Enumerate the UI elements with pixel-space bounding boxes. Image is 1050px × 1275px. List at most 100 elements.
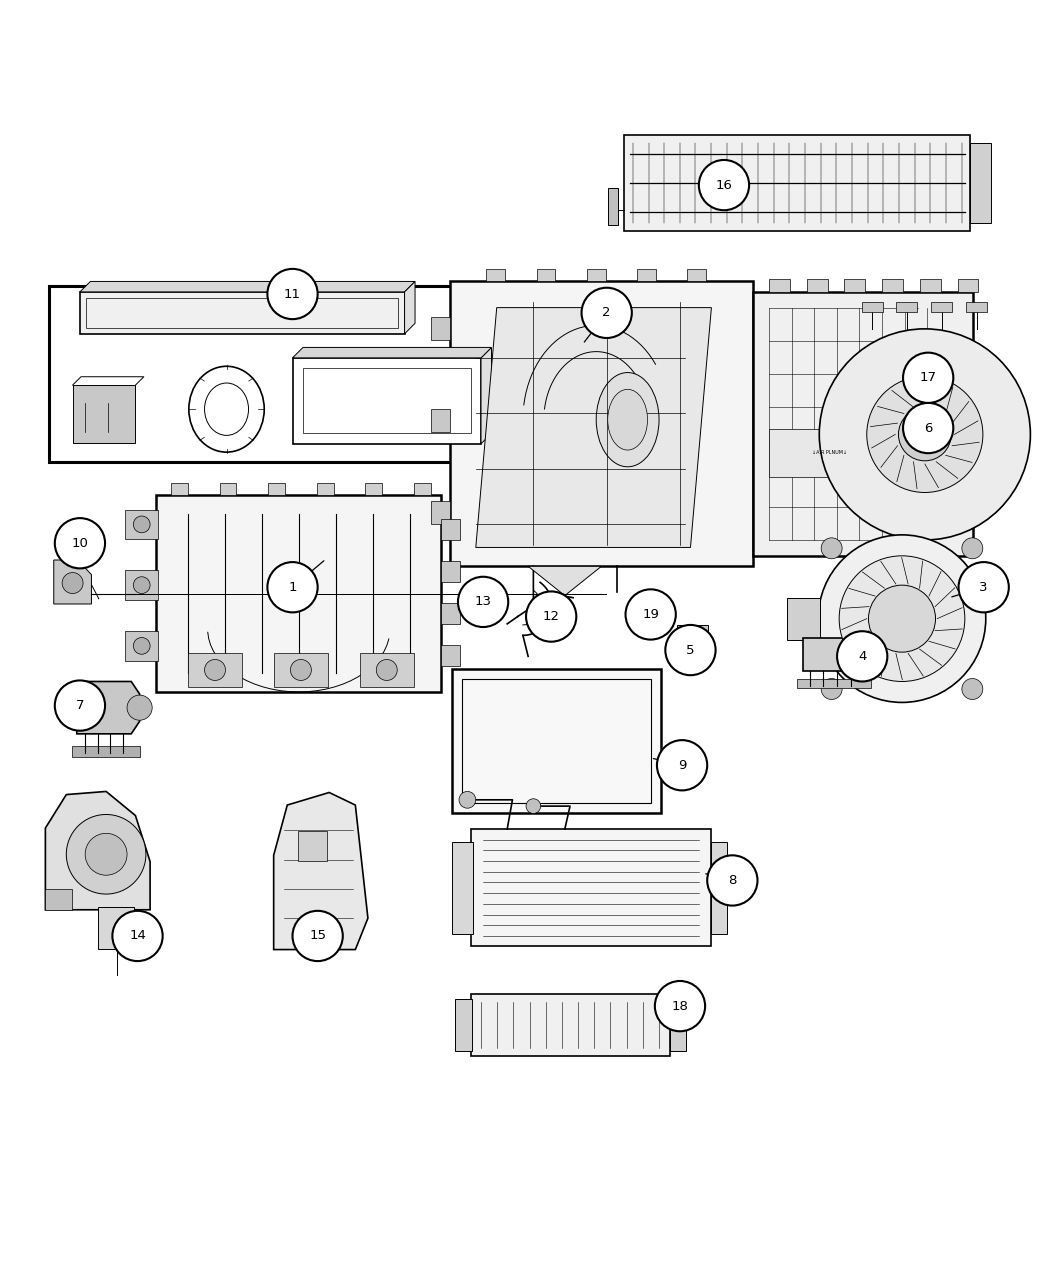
FancyBboxPatch shape [882, 279, 903, 292]
Polygon shape [54, 560, 91, 604]
FancyBboxPatch shape [920, 279, 941, 292]
Text: 2: 2 [603, 306, 611, 319]
FancyBboxPatch shape [483, 598, 502, 612]
Text: 18: 18 [672, 1000, 689, 1012]
Polygon shape [274, 793, 368, 950]
Ellipse shape [205, 382, 249, 435]
FancyBboxPatch shape [970, 143, 991, 223]
FancyBboxPatch shape [486, 269, 505, 282]
Circle shape [655, 980, 706, 1031]
Circle shape [866, 376, 983, 492]
FancyBboxPatch shape [769, 430, 890, 477]
FancyBboxPatch shape [625, 135, 970, 231]
Circle shape [962, 538, 983, 558]
FancyBboxPatch shape [688, 269, 707, 282]
Text: ↓AIR PLNUM↓: ↓AIR PLNUM↓ [812, 450, 847, 455]
Polygon shape [528, 566, 602, 595]
Circle shape [899, 408, 951, 460]
FancyBboxPatch shape [441, 645, 460, 666]
Polygon shape [45, 792, 150, 910]
Text: 13: 13 [475, 595, 491, 608]
Circle shape [205, 659, 226, 681]
Circle shape [376, 659, 397, 681]
FancyBboxPatch shape [48, 286, 504, 462]
FancyBboxPatch shape [441, 519, 460, 541]
Text: 7: 7 [76, 699, 84, 711]
Text: 5: 5 [687, 644, 695, 657]
Circle shape [526, 798, 541, 813]
FancyBboxPatch shape [71, 746, 140, 757]
FancyBboxPatch shape [802, 638, 863, 671]
FancyBboxPatch shape [797, 680, 870, 687]
Circle shape [458, 576, 508, 627]
FancyBboxPatch shape [470, 993, 670, 1057]
FancyBboxPatch shape [414, 482, 430, 495]
FancyBboxPatch shape [125, 510, 159, 539]
FancyBboxPatch shape [298, 831, 328, 861]
FancyBboxPatch shape [670, 998, 687, 1051]
Circle shape [626, 589, 676, 640]
Circle shape [818, 536, 986, 703]
Circle shape [821, 538, 842, 558]
Polygon shape [476, 307, 712, 547]
FancyBboxPatch shape [274, 653, 328, 687]
FancyBboxPatch shape [958, 279, 979, 292]
Circle shape [903, 353, 953, 403]
Text: 15: 15 [309, 929, 327, 942]
FancyBboxPatch shape [268, 482, 285, 495]
FancyBboxPatch shape [587, 269, 606, 282]
Circle shape [699, 159, 749, 210]
FancyBboxPatch shape [455, 998, 471, 1051]
FancyBboxPatch shape [769, 279, 790, 292]
Circle shape [112, 910, 163, 961]
Circle shape [85, 834, 127, 875]
FancyBboxPatch shape [862, 302, 882, 312]
FancyBboxPatch shape [80, 292, 404, 334]
FancyBboxPatch shape [441, 603, 460, 623]
Circle shape [962, 678, 983, 700]
Text: 12: 12 [543, 609, 560, 623]
Circle shape [708, 856, 757, 905]
Polygon shape [404, 282, 415, 334]
FancyBboxPatch shape [171, 482, 188, 495]
FancyBboxPatch shape [359, 653, 414, 687]
Circle shape [666, 625, 716, 676]
Ellipse shape [596, 372, 659, 467]
FancyBboxPatch shape [125, 570, 159, 599]
FancyBboxPatch shape [430, 317, 449, 340]
FancyBboxPatch shape [537, 269, 555, 282]
FancyBboxPatch shape [844, 279, 865, 292]
Circle shape [526, 592, 576, 641]
FancyBboxPatch shape [931, 302, 952, 312]
FancyBboxPatch shape [219, 482, 236, 495]
Text: 3: 3 [980, 580, 988, 594]
Text: 9: 9 [678, 759, 687, 771]
Text: 14: 14 [129, 929, 146, 942]
Circle shape [62, 572, 83, 594]
FancyBboxPatch shape [712, 842, 727, 933]
Text: 1: 1 [289, 580, 297, 594]
Circle shape [582, 288, 632, 338]
FancyBboxPatch shape [637, 269, 656, 282]
FancyBboxPatch shape [677, 625, 709, 648]
Circle shape [133, 638, 150, 654]
FancyBboxPatch shape [293, 358, 481, 444]
Circle shape [291, 659, 312, 681]
FancyBboxPatch shape [45, 889, 71, 910]
Text: 6: 6 [924, 422, 932, 435]
Circle shape [133, 576, 150, 594]
Text: 10: 10 [71, 537, 88, 550]
FancyBboxPatch shape [635, 613, 663, 632]
Circle shape [66, 815, 146, 894]
FancyBboxPatch shape [72, 385, 135, 442]
FancyBboxPatch shape [897, 302, 918, 312]
Circle shape [133, 516, 150, 533]
Circle shape [821, 678, 842, 700]
FancyBboxPatch shape [608, 189, 618, 224]
Circle shape [657, 740, 708, 790]
Polygon shape [293, 347, 491, 358]
Circle shape [459, 792, 476, 808]
Ellipse shape [189, 366, 265, 453]
Circle shape [268, 269, 318, 319]
FancyBboxPatch shape [188, 653, 243, 687]
